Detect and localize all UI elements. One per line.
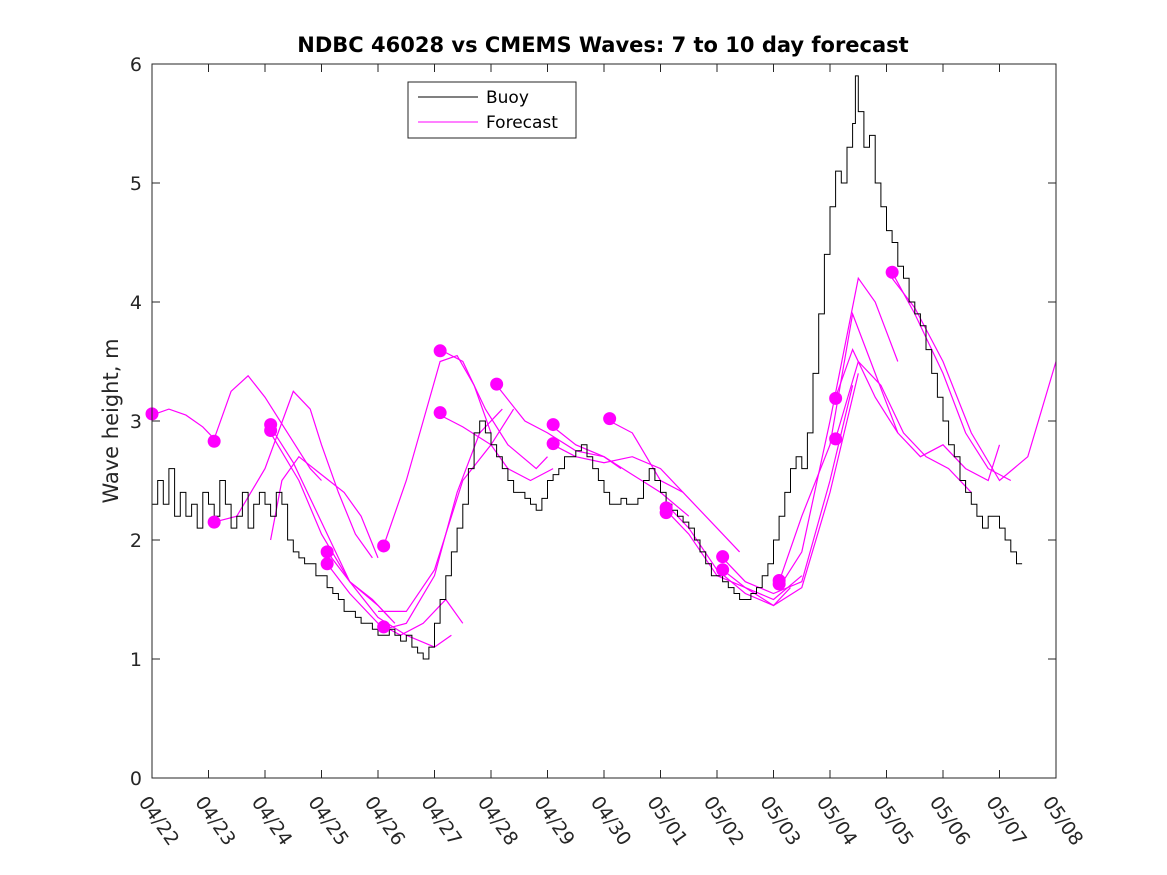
y-tick-label-5: 5 [130, 173, 142, 195]
forecast-run-5 [270, 455, 379, 559]
y-axis-ticks: 0 1 2 3 4 5 6 [130, 54, 1056, 790]
legend: Buoy Forecast [407, 81, 577, 139]
forecast-run-12 [378, 408, 515, 612]
forecast-run-20 [722, 373, 859, 607]
buoy-line [152, 75, 1023, 660]
forecast-run-24 [835, 360, 972, 493]
forecast-marker-14 [603, 412, 617, 426]
forecast-marker-2 [207, 515, 221, 529]
forecast-marker-11 [490, 377, 504, 391]
forecast-run-2 [214, 390, 373, 559]
forecast-marker-21 [829, 391, 843, 405]
forecast-run-23 [835, 348, 1001, 482]
forecast-run-14 [552, 444, 684, 493]
forecast-marker-10 [433, 406, 447, 420]
plot-markers [145, 265, 899, 634]
forecast-run-19 [722, 385, 854, 595]
forecast-marker-7 [377, 539, 391, 553]
forecast-marker-9 [433, 344, 447, 358]
forecast-marker-6 [320, 557, 334, 571]
forecast-run-18 [665, 509, 803, 601]
forecast-marker-13 [546, 437, 560, 451]
forecast-marker-17 [716, 550, 730, 564]
y-tick-label-0: 0 [130, 768, 142, 790]
legend-box [407, 81, 577, 139]
forecast-run-10 [439, 349, 548, 470]
legend-buoy-label: Buoy [486, 88, 529, 108]
forecast-marker-4 [264, 424, 278, 438]
forecast-run-16 [609, 420, 741, 553]
forecast-marker-23 [885, 265, 899, 279]
forecast-run-1 [213, 374, 322, 481]
forecast-marker-20 [772, 577, 786, 591]
y-axis-label: Wave height, m [99, 338, 123, 503]
y-tick-label-2: 2 [130, 530, 142, 552]
forecast-run-0 [151, 408, 215, 440]
y-tick-label-3: 3 [130, 411, 142, 433]
legend-forecast-label: Forecast [486, 113, 558, 133]
forecast-run-6 [326, 551, 452, 648]
forecast-marker-5 [320, 545, 334, 559]
forecast-run-15 [552, 426, 690, 517]
y-tick-label-6: 6 [130, 54, 142, 76]
forecast-marker-16 [659, 506, 673, 520]
forecast-marker-18 [716, 563, 730, 577]
forecast-marker-22 [829, 432, 843, 446]
y-tick-label-4: 4 [130, 292, 142, 314]
y-tick-label-1: 1 [130, 649, 142, 671]
forecast-run-21 [778, 276, 899, 588]
forecast-run-25 [891, 272, 1012, 482]
forecast-marker-12 [546, 418, 560, 432]
forecast-run-4 [270, 432, 396, 624]
forecast-marker-8 [377, 620, 391, 634]
plot-lines [151, 75, 1057, 660]
chart-title: NDBC 46028 vs CMEMS Waves: 7 to 10 day f… [297, 33, 908, 57]
forecast-marker-1 [207, 434, 221, 448]
